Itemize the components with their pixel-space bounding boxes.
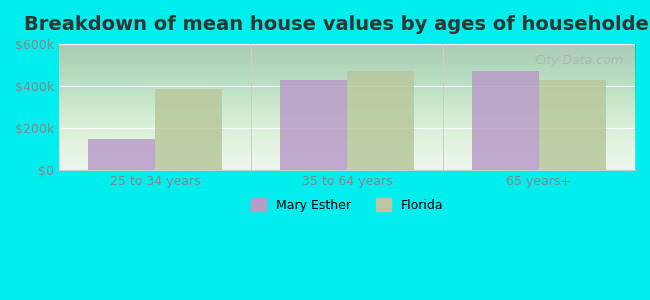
- Text: City-Data.com: City-Data.com: [534, 54, 623, 67]
- Title: Breakdown of mean house values by ages of householders: Breakdown of mean house values by ages o…: [24, 15, 650, 34]
- Bar: [280, 80, 347, 170]
- Bar: [347, 71, 414, 170]
- Bar: [539, 80, 606, 170]
- Bar: [155, 89, 222, 170]
- Bar: [88, 139, 155, 170]
- Legend: Mary Esther, Florida: Mary Esther, Florida: [246, 194, 448, 217]
- Bar: [472, 71, 539, 170]
